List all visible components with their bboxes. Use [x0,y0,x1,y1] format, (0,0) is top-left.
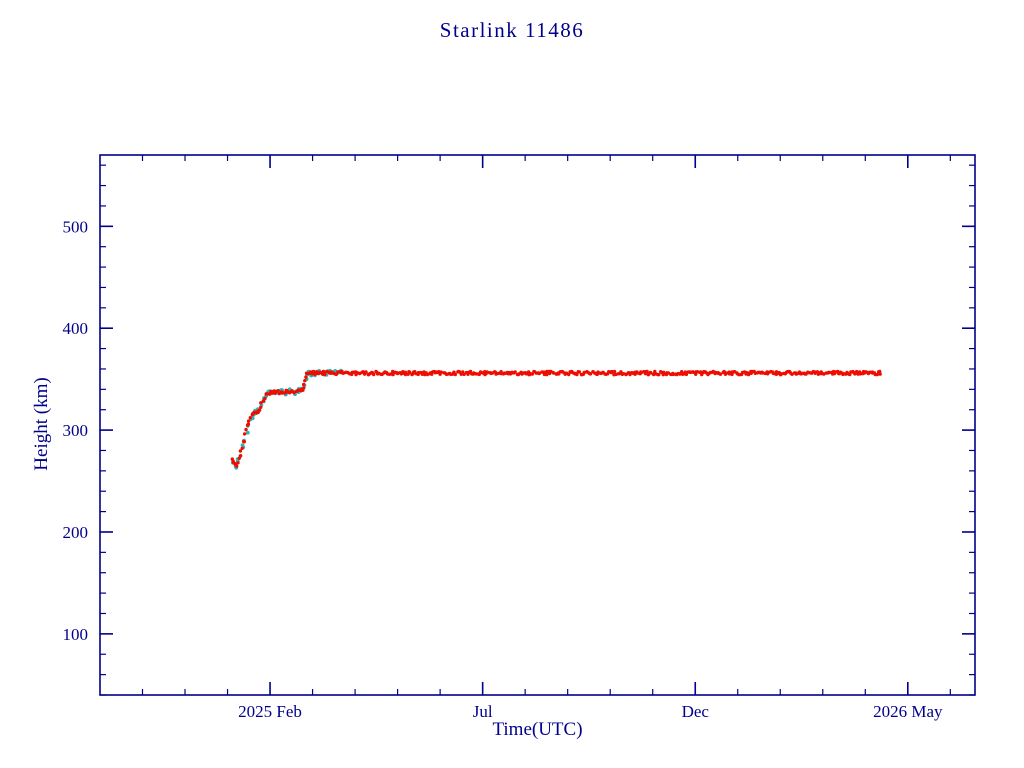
svg-text:400: 400 [63,319,89,338]
svg-text:100: 100 [63,625,89,644]
x-axis-label: Time(UTC) [492,719,583,740]
svg-text:2026 May: 2026 May [873,702,943,721]
svg-text:Jul: Jul [473,702,493,721]
svg-text:2025 Feb: 2025 Feb [238,702,302,721]
svg-text:Dec: Dec [682,702,710,721]
svg-text:200: 200 [63,523,89,542]
svg-text:500: 500 [63,217,89,236]
chart-title: Starlink 11486 [439,18,585,42]
svg-text:300: 300 [63,421,89,440]
